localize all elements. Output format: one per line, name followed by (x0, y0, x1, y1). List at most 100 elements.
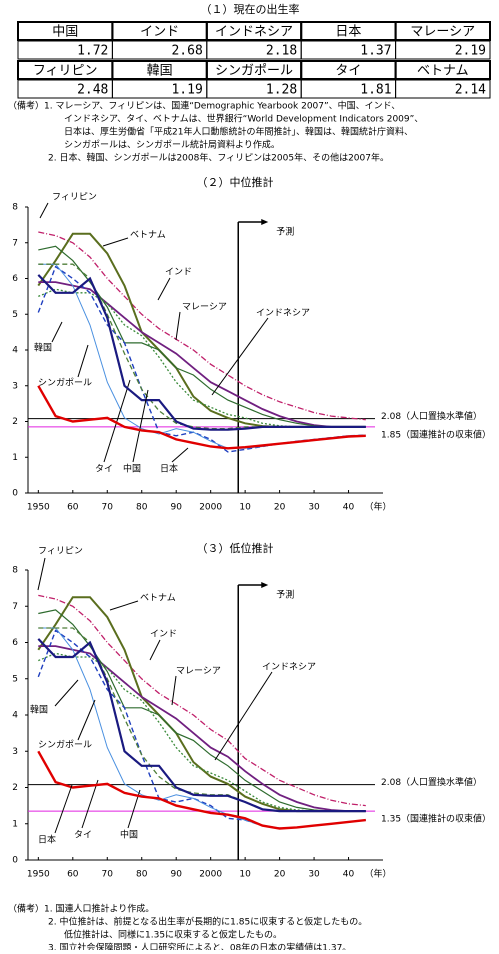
chart-title: （２）中位推計 (197, 175, 274, 189)
x-tick-label: 20 (274, 870, 286, 880)
y-tick-label: 8 (12, 203, 18, 213)
x-tick-label: 80 (136, 503, 148, 513)
y-tick-label: 8 (12, 566, 18, 576)
note-line: 2. 日本、韓国、シンガポールは2008年、フィリピンは2005年、その他は20… (48, 152, 389, 164)
note-line: シンガポールは、シンガポール統計局資料より作成。 (64, 139, 280, 151)
series-line (38, 281, 366, 428)
series-label: ベトナム (140, 593, 176, 604)
y-tick-label: 5 (12, 674, 18, 684)
y-tick-label: 0 (12, 856, 18, 866)
leader-line (109, 600, 139, 611)
series-line (38, 652, 366, 812)
x-tick-label: 40 (343, 503, 355, 513)
cell-header: ベトナム (417, 64, 469, 79)
leader-line (175, 311, 181, 341)
x-tick-label: 90 (170, 503, 182, 513)
x-tick-label: 20 (274, 503, 286, 513)
series-label: 韓国 (34, 343, 52, 354)
series-line (37, 274, 366, 431)
leader-line (103, 379, 131, 463)
x-tick-label: 90 (170, 870, 182, 880)
leader-line (54, 679, 79, 707)
x-tick-label: 2000 (199, 870, 222, 880)
series-label: 韓国 (30, 705, 48, 716)
series-label: マレーシア (176, 667, 221, 677)
cell-value: 2.19 (455, 44, 486, 59)
series-label: シンガポール (38, 378, 92, 389)
cell-header: インドネシア (215, 25, 293, 40)
cell-header: マレーシア (410, 25, 475, 40)
x-tick-label: 10 (239, 503, 251, 513)
series-label: インドネシア (256, 308, 310, 319)
series-label: インド (150, 630, 177, 640)
x-axis-label: （年） (364, 501, 391, 513)
x-tick-label: 60 (67, 870, 79, 880)
cell-header: 韓国 (147, 64, 173, 79)
note-line: 3. 国立社会保障問題・人口研究所によると、08年の日本の実績値は1.37。 (48, 942, 351, 951)
note-line: 低位推計は、同様に1.35に収束すると仮定したもの。 (64, 929, 282, 941)
y-tick-label: 2 (12, 783, 18, 793)
table-cell (394, 21, 492, 41)
y-tick-label: 2 (12, 417, 18, 427)
series-line (37, 265, 366, 453)
leader-line (171, 675, 177, 706)
series-label: タイ (95, 464, 113, 475)
x-tick-label: 70 (102, 870, 114, 880)
series-label: フィリピン (38, 546, 83, 557)
cell-value: 1.72 (77, 44, 108, 59)
series-label: マレーシア (182, 303, 227, 313)
cell-header: 中国 (52, 25, 78, 40)
note-line: インドネシア、タイ、ベトナムは、世界銀行“World Development I… (64, 113, 423, 125)
leader-line (81, 779, 99, 829)
forecast-label: 予測 (276, 226, 294, 238)
y-tick-label: 1 (12, 453, 18, 463)
leader-line (77, 344, 89, 378)
reference-label: 2.08（人口置換水準値） (381, 410, 482, 422)
series-line (37, 750, 366, 830)
leader-line (37, 557, 46, 591)
cell-value: 2.18 (266, 44, 297, 59)
series-label: タイ (74, 830, 92, 841)
y-tick-label: 7 (12, 238, 18, 248)
cell-value: 1.28 (266, 83, 297, 98)
y-tick-label: 4 (12, 711, 18, 721)
x-tick-label: 1950 (27, 503, 50, 513)
y-tick-label: 3 (12, 747, 18, 757)
y-tick-label: 7 (12, 602, 18, 612)
series-line (37, 629, 366, 829)
series-line (38, 627, 366, 829)
leader-line (39, 202, 49, 219)
leader-line (51, 321, 63, 343)
reference-label: 1.35（国連推計の収束値） (381, 813, 491, 825)
series-label: 中国 (120, 829, 138, 841)
x-tick-label: 30 (308, 870, 320, 880)
table-cell (394, 60, 492, 80)
series-line (38, 594, 366, 807)
leader-line (149, 639, 161, 661)
cell-value: 1.81 (360, 83, 391, 98)
y-tick-label: 3 (12, 381, 18, 391)
series-line (38, 231, 366, 421)
leader-line (214, 671, 273, 761)
cell-header: フィリピン (33, 64, 98, 79)
note-line: 日本は、厚生労働省「平成21年人口動態統計の年間推計」、韓国は、韓国統計庁資料、 (64, 126, 413, 138)
leader-line (211, 317, 269, 396)
y-tick-label: 6 (12, 638, 18, 648)
series-line (37, 232, 366, 428)
series-label: ベトナム (130, 230, 166, 241)
x-axis-label: （年） (364, 868, 391, 880)
x-tick-label: 1950 (27, 870, 50, 880)
cell-value: 1.37 (360, 44, 391, 59)
note-line: （備考）1. 国連人口推計より作成。 (8, 903, 154, 915)
cell-header: インド (140, 25, 179, 40)
note-line: 2. 中位推計は、前提となる出生率が長期的に1.85に収束すると仮定したもの。 (48, 916, 367, 928)
series-label: 日本 (38, 834, 56, 846)
y-tick-label: 6 (12, 274, 18, 284)
cell-header: 日本 (335, 25, 361, 40)
x-tick-label: 40 (343, 870, 355, 880)
reference-label: 1.85（国連推計の収束値） (381, 428, 491, 440)
y-tick-label: 0 (12, 489, 18, 499)
x-tick-label: 30 (308, 503, 320, 513)
series-label: インドネシア (262, 662, 316, 673)
